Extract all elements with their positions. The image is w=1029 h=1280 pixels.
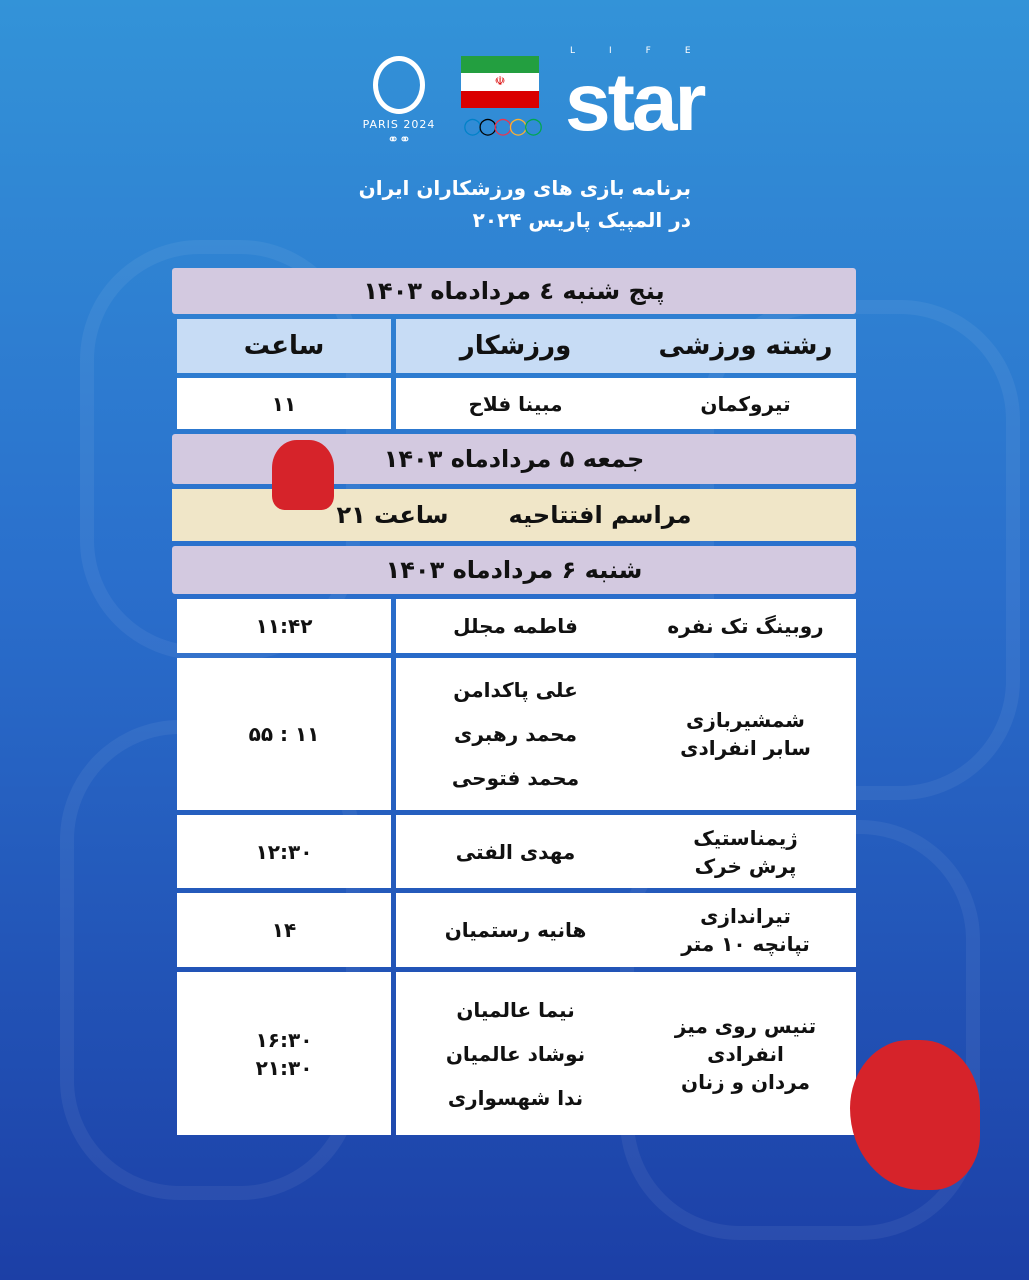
table-row: ژیمناستیک پرش خرک مهدی الفتی ۱۲:۳۰	[172, 815, 856, 888]
sport-line: روبینگ تک نفره	[667, 614, 824, 638]
time-cell: ۱۱:۴۲	[177, 599, 391, 653]
time-line: ۱۴	[271, 918, 297, 942]
athletes-line: علی پاکدامن	[453, 678, 578, 702]
page-title: برنامه بازی های ورزشکاران ایران در المپی…	[359, 172, 691, 236]
athletes-line: ندا شهسواری	[447, 1085, 584, 1110]
athlete-cell: هانیه رستمیان	[396, 893, 635, 967]
athletes-line: مهدی الفتی	[455, 839, 576, 864]
sport-line: انفرادی	[707, 1041, 784, 1066]
day-header: شنبه ۶ مردادماه ۱۴۰۳	[172, 546, 856, 594]
athletes-line: هانیه رستمیان	[444, 918, 587, 942]
brand-sup: LIFE	[570, 46, 725, 56]
athletes-line: نوشاد عالمیان	[445, 1041, 586, 1066]
sport-cell: ژیمناستیک پرش خرک	[635, 815, 856, 888]
athletes-line: فاطمه مجلل	[453, 614, 578, 638]
time-cell: ۱۶:۳۰ ۲۱:۳۰	[177, 972, 391, 1135]
column-header-athlete: ورزشکار	[396, 319, 635, 373]
sport-cell: تنیس روی میز انفرادی مردان و زنان	[635, 972, 856, 1135]
athlete-cell: مهدی الفتی	[396, 815, 635, 888]
opening-ceremony-row: مراسم افتتاحیه ساعت ۲۱	[172, 489, 856, 541]
sport-cell: روبینگ تک نفره	[635, 599, 856, 653]
ceremony-time: ساعت ۲۱	[336, 501, 449, 529]
sport-line: مردان و زنان	[681, 1069, 810, 1094]
time-line: ۲۱:۳۰	[255, 1055, 313, 1080]
athletes-line: محمد فتوحی	[451, 766, 580, 790]
sport-line: پرش خرک	[694, 853, 797, 878]
table-row: شمشیربازی سابر انفرادی علی پاکدامن محمد رهب…	[172, 658, 856, 810]
sport-cell: تیراندازی تپانچه ۱۰ متر	[635, 893, 856, 967]
table-row: تنیس روی میز انفرادی مردان و زنان نیما عالم…	[172, 972, 856, 1135]
athletes-line: محمد رهبری	[453, 722, 578, 746]
athlete-cell: مبینا فلاح	[396, 378, 635, 429]
column-header-sport: رشته ورزشی	[635, 319, 856, 373]
sport-line: شمشیربازی	[686, 708, 805, 732]
sport-line: ژیمناستیک	[693, 825, 798, 850]
time-line: ۱۱ : ۵۵	[248, 722, 320, 746]
column-headers: رشته ورزشی ورزشکار ساعت	[172, 319, 856, 373]
sport-cell: شمشیربازی سابر انفرادی	[635, 658, 856, 810]
time-line: ۱۶:۳۰	[255, 1027, 313, 1052]
time-cell: ۱۴	[177, 893, 391, 967]
athlete-cell: علی پاکدامن محمد رهبری محمد فتوحی	[396, 658, 635, 810]
table-row: روبینگ تک نفره فاطمه مجلل ۱۱:۴۲	[172, 599, 856, 653]
athletes-line: نیما عالمیان	[456, 997, 575, 1022]
time-line: ۱۲:۳۰	[255, 839, 313, 864]
paris-logo-text: PARIS 2024	[362, 118, 436, 131]
day-header: پنج شنبه ٤ مردادماه ۱۴۰۳	[172, 268, 856, 314]
table-row: تیراندازی تپانچه ۱۰ متر هانیه رستمیان ۱۴	[172, 893, 856, 967]
athlete-cell: نیما عالمیان نوشاد عالمیان ندا شهسواری	[396, 972, 635, 1135]
header-logos: PARIS 2024 ⚭⚭ ☫ ○○○○○ LIFE star	[0, 46, 1029, 152]
star-logo: star	[565, 57, 706, 148]
schedule-table: پنج شنبه ٤ مردادماه ۱۴۰۳ رشته ورزشی ورزش…	[172, 268, 856, 1140]
phryge-mascot-small	[272, 440, 334, 510]
sport-line: تیراندازی	[700, 904, 791, 928]
sport-line: سابر انفرادی	[680, 736, 811, 760]
paris-2024-logo: PARIS 2024 ⚭⚭	[352, 56, 446, 148]
olympic-rings-icon: ○○○○○	[463, 114, 543, 139]
iran-flag-icon: ☫	[461, 56, 539, 108]
phryge-mascot-megaphone	[850, 1040, 980, 1190]
time-cell: ۱۱ : ۵۵	[177, 658, 391, 810]
sport-line: تنیس روی میز	[674, 1013, 817, 1038]
column-header-time: ساعت	[177, 319, 391, 373]
time-cell: ۱۱	[177, 378, 391, 429]
time-cell: ۱۲:۳۰	[177, 815, 391, 888]
athlete-cell: فاطمه مجلل	[396, 599, 635, 653]
ceremony-label: مراسم افتتاحیه	[508, 501, 692, 529]
title-line-1: برنامه بازی های ورزشکاران ایران	[358, 176, 691, 200]
sport-line: تپانچه ۱۰ متر	[681, 932, 810, 956]
table-row: تیروکمان مبینا فلاح ۱۱	[172, 378, 856, 429]
sport-cell: تیروکمان	[635, 378, 856, 429]
time-line: ۱۱:۴۲	[255, 614, 313, 638]
title-line-2: در المپیک پاریس ۲۰۲۴	[472, 208, 691, 232]
olympic-rings-icon: ⚭⚭	[387, 132, 411, 148]
